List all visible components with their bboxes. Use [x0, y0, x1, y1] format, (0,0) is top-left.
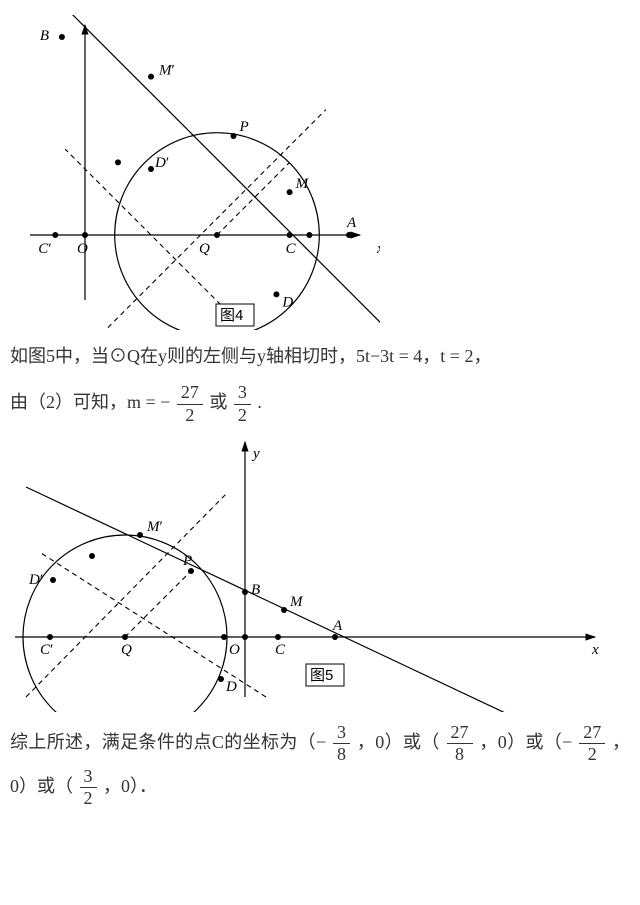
svg-text:x: x: [591, 642, 599, 658]
svg-text:图5: 图5: [310, 667, 333, 684]
text-2-pre: 由（2）可知，m = −: [10, 393, 170, 413]
svg-text:C: C: [286, 241, 297, 257]
svg-text:C: C: [275, 642, 286, 658]
svg-text:Q: Q: [121, 642, 132, 658]
svg-text:M: M: [289, 594, 304, 610]
text-3-m2: ，0）或（−: [479, 732, 572, 752]
text-1: 如图5中，当⊙Q在y则的左侧与y轴相切时，5t−3t = 4，t = 2，: [10, 346, 491, 366]
frac-n27-2: 27 2: [579, 722, 605, 766]
svg-text:D: D: [225, 679, 237, 695]
svg-text:B: B: [251, 582, 260, 598]
svg-text:C′: C′: [40, 642, 53, 658]
svg-text:C′: C′: [38, 241, 51, 257]
svg-text:M′: M′: [158, 63, 175, 79]
svg-text:D′: D′: [154, 155, 169, 171]
svg-text:O: O: [229, 642, 240, 658]
paragraph-3: 综上所述，满足条件的点C的坐标为（− 3 8 ，0）或（ 27 8 ，0）或（−…: [10, 722, 630, 810]
text-2-post: .: [257, 393, 262, 413]
svg-text:B: B: [40, 28, 49, 44]
svg-text:P: P: [182, 553, 192, 569]
text-3-m1: ，0）或（: [357, 732, 440, 752]
text-3-end: ，0）．: [103, 776, 157, 796]
text-2-mid: 或: [209, 393, 227, 413]
frac-27-2: 27 2: [177, 382, 203, 426]
frac-3-2: 3 2: [234, 382, 251, 426]
svg-text:M′: M′: [146, 519, 163, 535]
paragraph-1: 如图5中，当⊙Q在y则的左侧与y轴相切时，5t−3t = 4，t = 2，: [10, 340, 630, 372]
frac-27-8: 27 8: [447, 722, 473, 766]
figure-5: M′ D′ P B M A C O Q C′ Dy x 图5: [10, 437, 630, 712]
svg-text:图4: 图4: [220, 307, 243, 324]
frac-3-8: 3 8: [333, 722, 350, 766]
svg-text:P: P: [239, 119, 249, 135]
svg-text:D: D: [281, 294, 293, 310]
svg-text:A: A: [346, 215, 357, 231]
svg-text:x: x: [376, 241, 380, 257]
svg-text:O: O: [77, 241, 88, 257]
svg-text:M: M: [295, 176, 310, 192]
svg-text:D′: D′: [28, 572, 43, 588]
frac-3-2b: 3 2: [80, 766, 97, 810]
text-3-pre: 综上所述，满足条件的点C的坐标为（−: [10, 732, 326, 752]
figure-4: BM′PD′MAxCQDOC′y图4: [10, 15, 630, 330]
svg-text:y: y: [251, 446, 260, 462]
svg-text:A: A: [332, 618, 343, 634]
svg-text:Q: Q: [199, 241, 210, 257]
paragraph-2: 由（2）可知，m = − 27 2 或 3 2 .: [10, 382, 630, 426]
